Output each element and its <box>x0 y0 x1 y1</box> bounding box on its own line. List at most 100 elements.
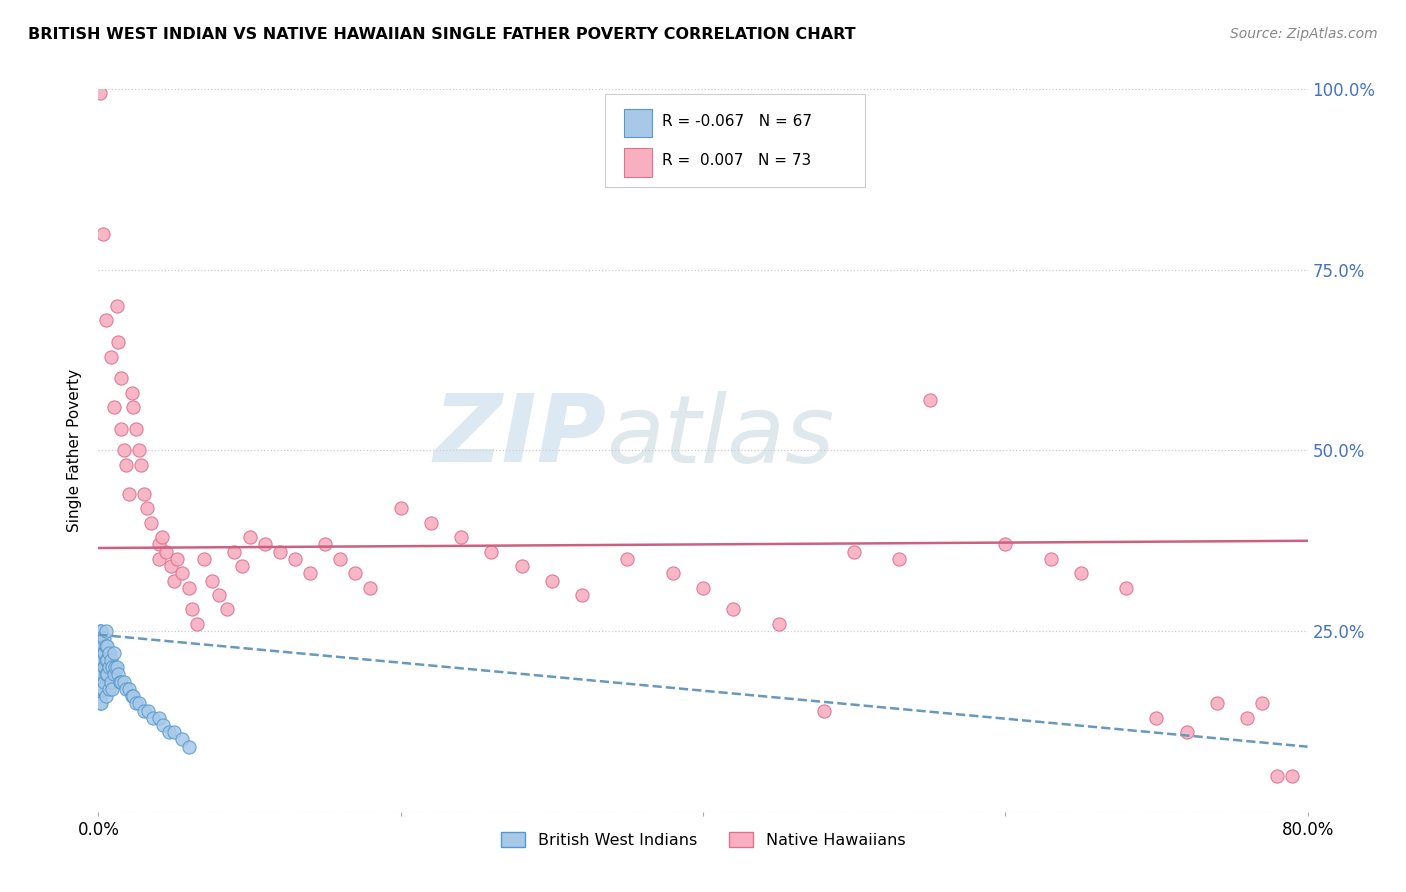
Point <box>96 667 118 681</box>
Point <box>94 624 117 639</box>
Point <box>89 681 111 696</box>
Point <box>135 501 157 516</box>
Point <box>389 501 412 516</box>
Point <box>118 681 141 696</box>
Point <box>148 537 170 551</box>
Point <box>118 487 141 501</box>
Point <box>89 660 111 674</box>
Text: R = -0.067   N = 67: R = -0.067 N = 67 <box>662 114 813 129</box>
Point <box>314 537 336 551</box>
Point <box>100 674 122 689</box>
Point <box>90 660 112 674</box>
Point <box>98 660 121 674</box>
Point <box>540 574 562 588</box>
Point <box>148 711 170 725</box>
Point <box>94 653 117 667</box>
Point <box>94 689 117 703</box>
Point <box>98 681 121 696</box>
Point <box>114 681 136 696</box>
Point <box>1039 551 1062 566</box>
Point <box>90 667 112 681</box>
Point <box>193 551 215 566</box>
Point <box>163 574 186 588</box>
Point <box>239 530 262 544</box>
Point <box>94 639 117 653</box>
Point <box>110 422 132 436</box>
Point <box>450 530 472 544</box>
Point <box>179 581 201 595</box>
Point <box>107 667 129 681</box>
Legend: British West Indians, Native Hawaiians: British West Indians, Native Hawaiians <box>495 826 911 855</box>
Point <box>101 681 124 696</box>
Point <box>723 602 745 616</box>
Point <box>91 681 114 696</box>
Point <box>91 227 114 241</box>
Y-axis label: Single Father Poverty: Single Father Poverty <box>67 369 83 532</box>
Point <box>186 616 208 631</box>
Point <box>89 653 111 667</box>
Point <box>889 551 911 566</box>
Point <box>108 674 131 689</box>
Point <box>616 551 638 566</box>
Point <box>1206 696 1229 710</box>
Point <box>163 725 186 739</box>
Point <box>1251 696 1274 710</box>
Point <box>1236 711 1258 725</box>
Point <box>107 334 129 349</box>
Point <box>89 674 111 689</box>
Point <box>90 646 112 660</box>
Point <box>112 674 135 689</box>
Point <box>98 646 121 660</box>
Point <box>844 544 866 558</box>
Point <box>90 624 112 639</box>
Point <box>128 696 150 710</box>
Point <box>420 516 443 530</box>
Point <box>89 689 111 703</box>
Point <box>231 559 253 574</box>
Point <box>994 537 1017 551</box>
Point <box>344 566 367 581</box>
Text: BRITISH WEST INDIAN VS NATIVE HAWAIIAN SINGLE FATHER POVERTY CORRELATION CHART: BRITISH WEST INDIAN VS NATIVE HAWAIIAN S… <box>28 27 856 42</box>
Point <box>94 667 117 681</box>
Point <box>89 660 111 674</box>
Point <box>132 487 155 501</box>
Point <box>179 739 201 754</box>
Point <box>89 646 111 660</box>
Point <box>155 544 177 558</box>
Point <box>91 667 114 681</box>
Point <box>481 544 503 558</box>
Text: Source: ZipAtlas.com: Source: ZipAtlas.com <box>1230 27 1378 41</box>
Point <box>103 400 125 414</box>
Point <box>1281 769 1303 783</box>
Point <box>571 588 593 602</box>
Point <box>89 624 111 639</box>
Point <box>103 646 125 660</box>
Point <box>93 674 115 689</box>
Point <box>112 443 135 458</box>
Point <box>159 725 181 739</box>
Point <box>90 696 112 710</box>
Point <box>90 653 112 667</box>
Point <box>90 632 112 646</box>
Point <box>122 689 145 703</box>
Point <box>100 350 122 364</box>
Point <box>284 551 307 566</box>
Point <box>121 385 143 400</box>
Point <box>170 732 193 747</box>
Point <box>160 559 183 574</box>
Point <box>89 632 111 646</box>
Point <box>105 299 128 313</box>
Point <box>329 551 352 566</box>
Point <box>94 313 117 327</box>
Point <box>104 660 127 674</box>
Point <box>125 422 148 436</box>
Point <box>110 371 132 385</box>
Point <box>142 711 165 725</box>
Point <box>121 689 143 703</box>
Point <box>100 653 122 667</box>
Point <box>136 704 159 718</box>
Point <box>918 392 941 407</box>
Point <box>89 86 111 100</box>
Text: ZIP: ZIP <box>433 390 606 482</box>
Point <box>360 581 382 595</box>
